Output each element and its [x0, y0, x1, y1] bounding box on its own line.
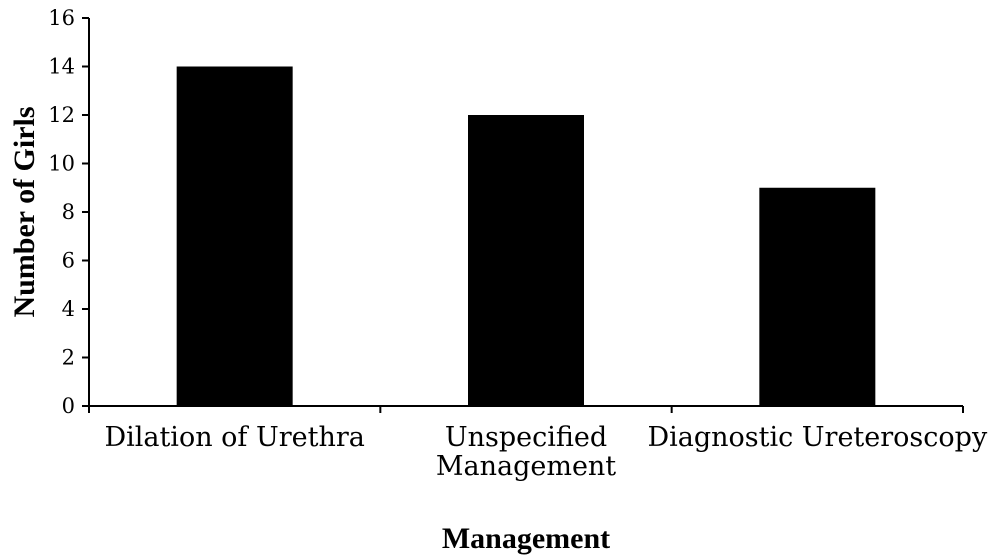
y-tick-label: 12 — [48, 103, 75, 127]
y-ticks: 0 2 4 6 8 10 12 14 16 — [48, 6, 89, 418]
y-tick-label: 14 — [48, 55, 75, 79]
category-labels: Dilation of Urethra Unspecified Management… — [104, 422, 988, 482]
x-category-label: Dilation of Urethra — [104, 422, 364, 453]
bar — [176, 66, 293, 406]
bars-layer — [176, 66, 876, 406]
y-axis-title: Number of Girls — [8, 106, 41, 317]
y-tick-label: 10 — [48, 152, 75, 176]
bar — [759, 187, 876, 406]
y-tick-label: 6 — [62, 249, 75, 273]
x-ticks — [88, 406, 964, 413]
x-category-label: Diagnostic Ureteroscopy — [647, 422, 988, 453]
y-tick-label: 4 — [62, 297, 75, 321]
x-category-label: Unspecified Management — [436, 422, 616, 482]
bar — [468, 115, 584, 406]
y-tick-label: 16 — [48, 6, 75, 30]
y-tick-label: 2 — [62, 346, 75, 370]
x-axis-title: Management — [442, 522, 610, 555]
y-tick-label: 0 — [62, 394, 75, 418]
y-tick-label: 8 — [62, 200, 75, 224]
